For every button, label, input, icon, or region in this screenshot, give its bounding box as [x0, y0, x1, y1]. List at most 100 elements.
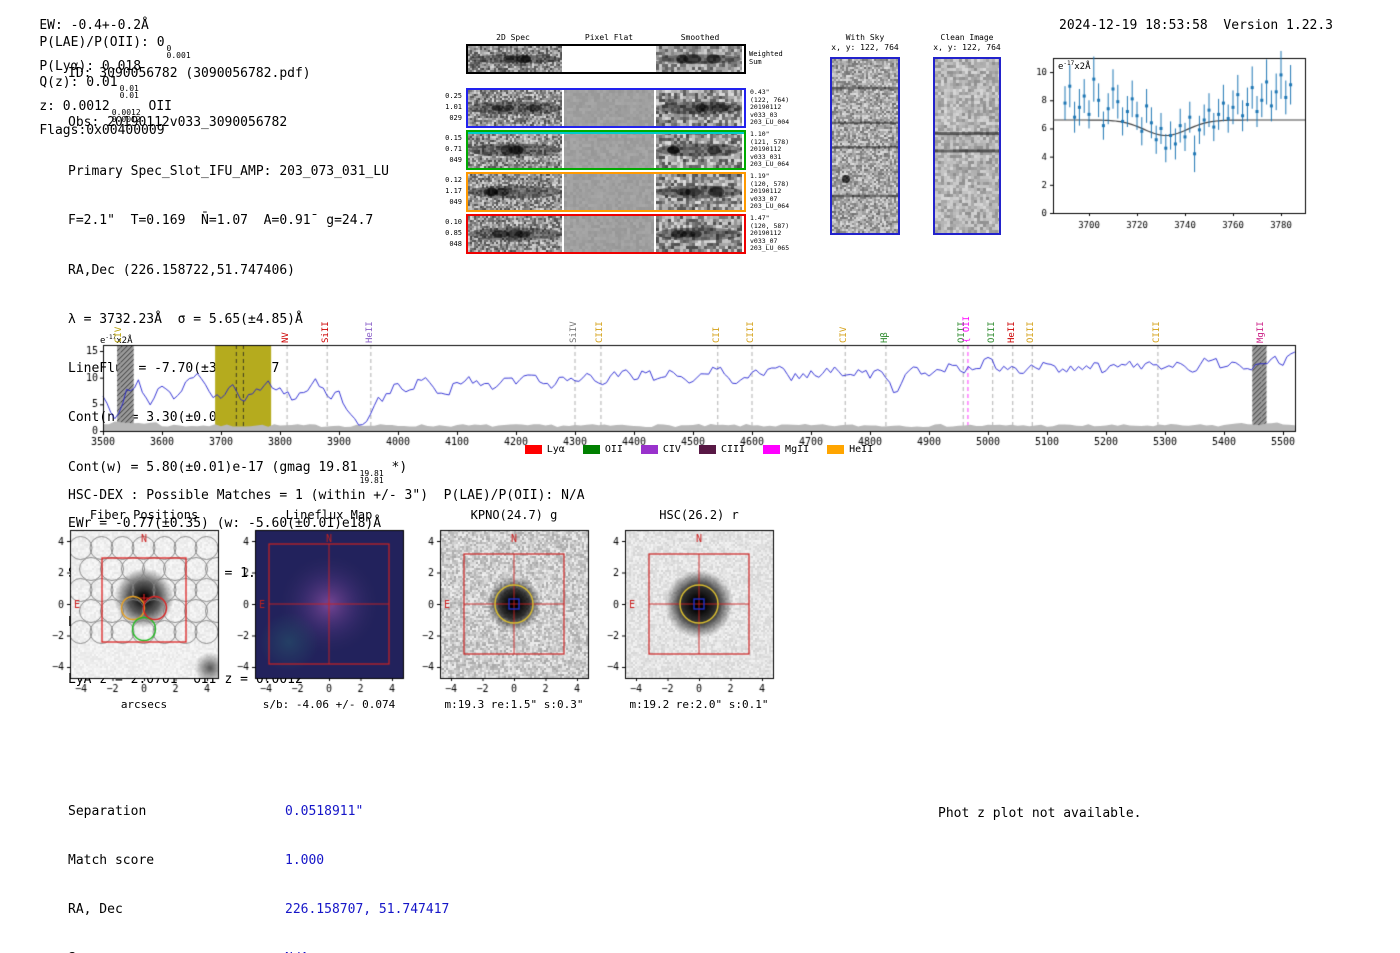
- legend-swatch: [763, 445, 781, 454]
- hscdex-heading: HSC-DEX : Possible Matches = 1 (within +…: [68, 488, 585, 503]
- line-marker-label: OIII: [1026, 321, 1037, 343]
- spec2d-row: [466, 88, 746, 128]
- spec2d-row: [466, 172, 746, 212]
- row-highlight-line: [468, 132, 744, 134]
- spec2d-panel: [564, 216, 654, 252]
- legend-label: MgII: [785, 444, 810, 455]
- full-spectrum-plot: [55, 295, 1355, 465]
- report-datetime: 2024-12-19 18:53:58: [1059, 18, 1208, 34]
- line-marker-label: SiIV: [569, 321, 579, 343]
- ew-value: EW: -0.4+-0.2Å: [39, 18, 149, 34]
- line-marker-label: CII: [711, 326, 722, 343]
- col-header-2dspec: 2D Spec: [496, 33, 530, 42]
- spec2d-panel: [656, 132, 742, 168]
- legend-label: Lyα: [546, 444, 565, 455]
- spec2d-panel: [656, 90, 742, 126]
- line-marker-label: CIII: [594, 321, 605, 343]
- clean-title: Clean Image: [940, 33, 994, 42]
- line-marker-label: Hβ: [879, 332, 890, 343]
- legend-entry: CIV: [640, 444, 681, 455]
- line-marker-label: SiII: [321, 321, 332, 343]
- spec2d-row-left-labels: 0.10 0.85 048: [445, 218, 462, 248]
- cutout-sublabel: m:19.3 re:1.5" s:0.3": [444, 698, 584, 711]
- cutout-sublabel: arcsecs: [120, 698, 168, 711]
- legend-entry: MgII: [763, 444, 809, 455]
- primary-spec-slot: Primary Spec_Slot_IFU_AMP: 203_073_031_L…: [68, 164, 389, 180]
- legend-swatch: [640, 445, 658, 454]
- spec2d-panel: [468, 90, 562, 126]
- legend-label: CIII: [720, 444, 746, 455]
- legend-label: CIV: [662, 444, 681, 455]
- z-value: z: 0.0012 0.0012 0.0012 OII: [39, 99, 172, 125]
- line-zoom-plot: [1005, 50, 1325, 245]
- spec2d-row: [466, 214, 746, 254]
- report-version: Version 1.22.3: [1223, 18, 1333, 34]
- legend-label: HeII: [849, 444, 874, 455]
- cutout-sublabel: m:19.2 re:2.0" s:0.1": [629, 698, 769, 711]
- cutout-title: KPNO(24.7) g: [470, 508, 558, 522]
- cutout-title: Lineflux Map: [285, 508, 373, 522]
- clean-image: [933, 57, 1001, 235]
- legend-swatch: [698, 445, 716, 454]
- legend-swatch: [524, 445, 542, 454]
- legend-entry: Lyα: [524, 444, 565, 455]
- seeing-stats: F=2.1" T=0.169 N̄=1.07 A=0.91̄ g=24.7: [68, 213, 374, 229]
- spec2d-panel: [564, 90, 654, 126]
- line-marker-label: NV: [281, 332, 292, 343]
- weighted-sum-row: [466, 44, 746, 74]
- datetime-version: 2024-12-19 18:53:58 Version 1.22.3: [1028, 2, 1333, 51]
- cutout-hsc-r: HSC(26.2) r m:19.2 re:2.0" s:0.1": [585, 508, 813, 718]
- spec2d-panel: [564, 132, 654, 168]
- line-marker-label: CIV: [839, 326, 850, 343]
- spec2d-row-right-labels: 1.10" (121, 578) 20190112 v033_031 203_LU_06…: [750, 130, 790, 169]
- report-summary-line: EW: -0.4+-0.2Å P(LAE)/P(OII): 0 0 0.001 P(…: [8, 2, 207, 156]
- line-marker-label: HeII: [1006, 321, 1017, 343]
- photz-note: Phot z plot not available.: [938, 806, 1142, 821]
- table-row: Match score 1.000: [68, 853, 325, 869]
- observation-id: Obs: 20190112v033_3090056782: [68, 115, 288, 131]
- cutout-sublabel: s/b: -4.06 +/- 0.074: [262, 698, 396, 711]
- plae-poii-value: P(LAE)/P(OII): 0 0 0.001: [39, 34, 191, 60]
- match-table: Separation 0.0518911" Match score 1.000 RA…: [68, 771, 449, 953]
- spec2d-row-left-labels: 0.15 0.71 049: [445, 134, 462, 164]
- legend-entry: HeII: [827, 444, 873, 455]
- spec2d-panel: [656, 174, 742, 210]
- line-marker-label: OIII: [986, 321, 997, 343]
- col-header-pixelflat: Pixel Flat: [584, 33, 634, 42]
- detection-id: ID: 3090056782 (3090056782.pdf): [68, 65, 311, 81]
- col-header-smoothed: Smoothed: [680, 33, 720, 42]
- line-marker-label: HeII: [364, 321, 375, 343]
- clean-coords: x, y: 122, 764: [933, 43, 1001, 52]
- legend-swatch: [582, 445, 600, 454]
- zoom-plot-units-annotation: e-17x2Å: [1058, 60, 1091, 72]
- spec2d-panel: [468, 132, 562, 168]
- spec2d-row-right-labels: 0.43" (122, 764) 20190112 v033_03 203_LU_004: [750, 88, 790, 127]
- table-row: Spec zN/A: [68, 951, 449, 953]
- cutout-title: Fiber Positions: [89, 508, 199, 522]
- legend-entry: OII: [582, 444, 623, 455]
- withsky-coords: x, y: 122, 764: [831, 43, 899, 52]
- spec2d-panel: [468, 216, 562, 252]
- ra-dec: RA,Dec (226.158722,51.747406): [68, 262, 295, 278]
- spec2d-row-left-labels: 0.25 1.01 029: [445, 92, 462, 122]
- spec2d-row-left-labels: 0.12 1.17 049: [445, 176, 462, 206]
- line-marker-label: CIV: [114, 326, 125, 343]
- flags-value: Flags:0x00400009: [39, 123, 165, 139]
- spec2d-row: [466, 130, 746, 170]
- table-row: Separation 0.0518911": [68, 803, 364, 819]
- spec2d-panel: [656, 216, 742, 252]
- legend-swatch: [827, 445, 845, 454]
- cutout-title: HSC(26.2) r: [659, 508, 739, 522]
- spec2d-row-right-labels: 1.19" (120, 578) 20190112 v033_07 203_LU_064: [750, 172, 790, 211]
- legend-label: OII: [604, 444, 623, 455]
- line-marker-label: { OII: [961, 315, 972, 343]
- line-marker-label: MgII: [1255, 321, 1266, 343]
- table-row: RA, Dec 226.158707, 51.747417: [68, 902, 450, 918]
- spec2d-row-right-labels: 1.47" (120, 587) 20190112 v033_07 203_LU_065: [750, 214, 790, 253]
- spectrum-units-annotation: e-17x2Å: [100, 334, 133, 346]
- spec2d-panel: [468, 174, 562, 210]
- legend-entry: CIII: [698, 444, 746, 455]
- spec2d-panel: [564, 174, 654, 210]
- weighted-sum-label: Weighted Sum: [749, 50, 783, 66]
